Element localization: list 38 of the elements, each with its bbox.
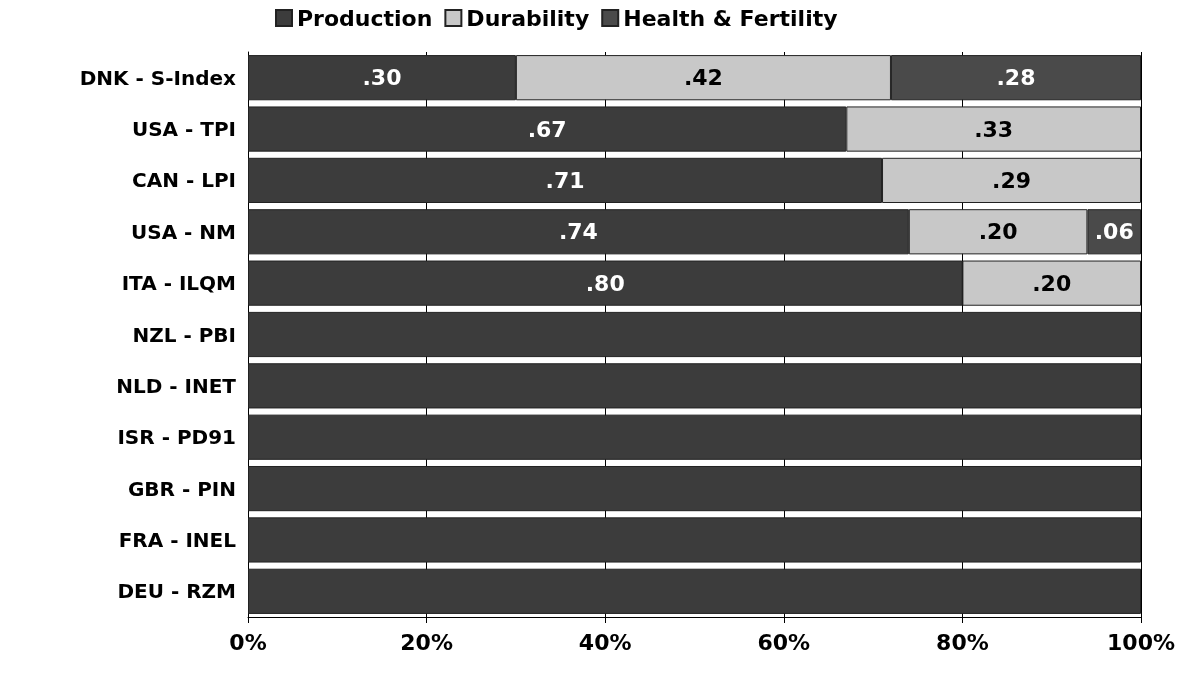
y-tick-label: USA - TPI [131,117,236,142]
data-label: .30 [362,65,402,91]
data-label: .06 [1094,219,1134,245]
x-tick-label: 0% [229,629,267,655]
data-label: .67 [527,116,567,142]
y-tick-label: NLD - INET [116,373,237,398]
data-label: .28 [996,65,1036,91]
y-tick-label: USA - NM [131,219,236,244]
x-tick-label: 60% [757,629,811,655]
x-tick-label: 100% [1107,629,1175,655]
data-label: .29 [992,167,1032,193]
y-tick-label: GBR - PIN [127,476,236,501]
x-tick-label: 40% [578,629,632,655]
legend-label: Production [297,5,433,31]
data-label: .80 [585,270,625,296]
data-label: .20 [978,219,1018,245]
data-label: .20 [1032,270,1072,296]
bar [248,363,1141,409]
x-tick-label: 20% [400,629,453,655]
bar [248,311,1141,358]
data-label: .42 [683,65,723,91]
y-tick-label: NZL - PBI [132,322,236,347]
bar [248,568,1141,614]
y-tick-label: ITA - ILQM [121,271,236,296]
bar [248,414,1141,460]
x-tick-label: 80% [936,629,989,655]
data-label: .33 [974,116,1014,142]
y-tick-label: FRA - INEL [118,527,237,552]
data-label: .74 [558,219,598,245]
y-tick-label: DNK - S-Index [79,65,237,90]
y-tick-label: CAN - LPI [132,168,236,193]
y-tick-label: ISR - PD91 [117,425,236,450]
y-tick-label: DEU - RZM [117,579,236,604]
data-label: .71 [545,167,585,193]
legend-label: Health & Fertility [623,5,838,31]
legend-label: Durability [466,5,590,31]
bar [248,465,1141,512]
bar [248,517,1141,563]
